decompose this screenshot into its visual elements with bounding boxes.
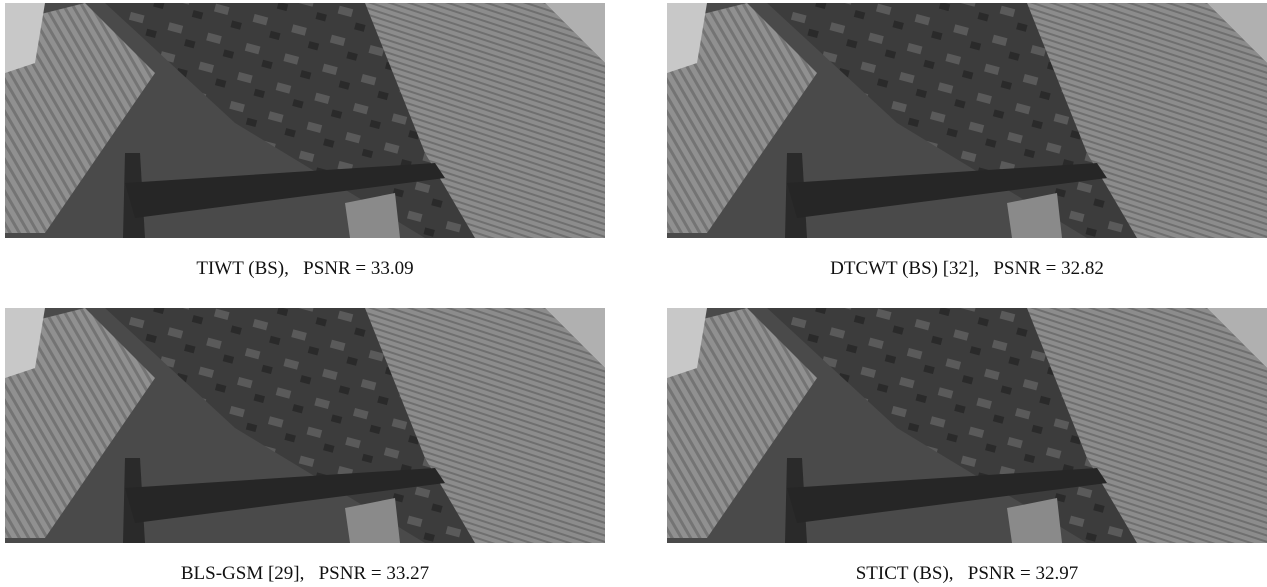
figure: TIWT (BS), PSNR = 33.09 DTCWT (BS) [32],… [0,0,1267,587]
caption: TIWT (BS), PSNR = 33.09 [5,258,605,280]
panel: STICT (BS), PSNR = 32.97 [667,308,1267,585]
caption: STICT (BS), PSNR = 32.97 [667,563,1267,585]
denoised-image [5,3,605,238]
panel: TIWT (BS), PSNR = 33.09 [5,3,605,280]
panel: DTCWT (BS) [32], PSNR = 32.82 [667,3,1267,280]
caption: DTCWT (BS) [32], PSNR = 32.82 [667,258,1267,280]
denoised-image [5,308,605,543]
denoised-image [667,308,1267,543]
panel: BLS-GSM [29], PSNR = 33.27 [5,308,605,585]
denoised-image [667,3,1267,238]
caption: BLS-GSM [29], PSNR = 33.27 [5,563,605,585]
